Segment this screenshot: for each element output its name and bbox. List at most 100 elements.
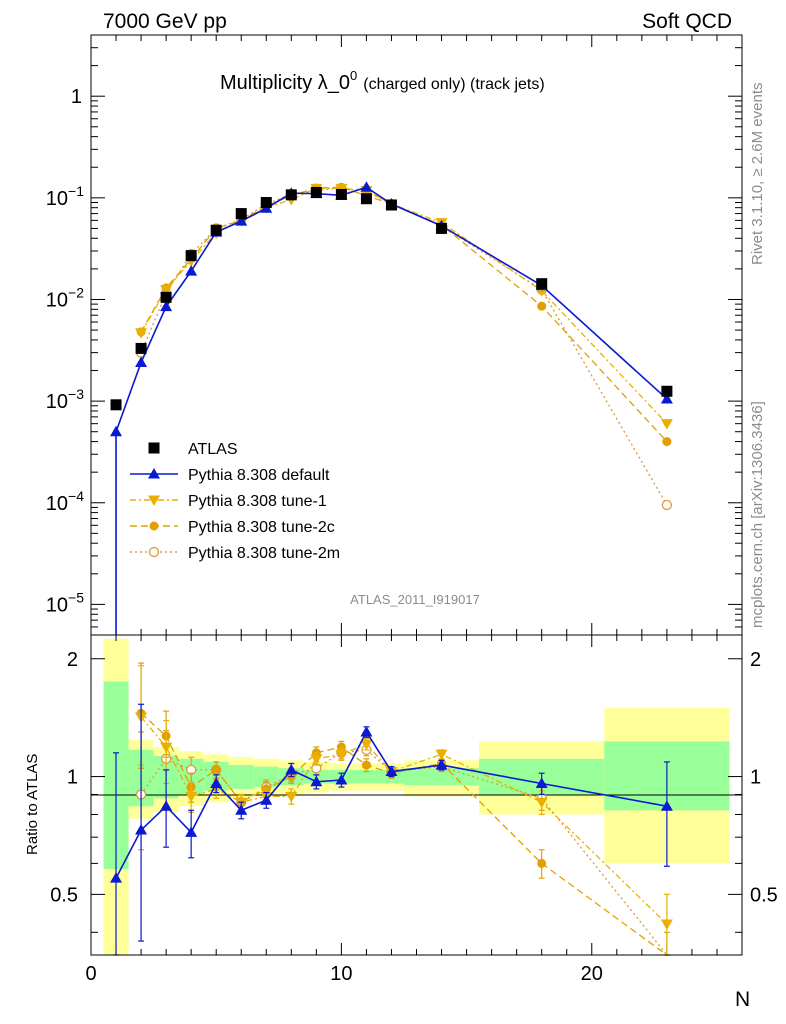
legend-label: ATLAS [188, 441, 238, 458]
ratio-series-point [335, 749, 348, 761]
chart-title: Multiplicity λ_00 (charged only) (track j… [220, 68, 545, 94]
ratio-series-point [360, 739, 373, 751]
atlas-data-point [185, 250, 197, 262]
main-panel-ticks: 110−110−210−310−410−5 [46, 34, 743, 635]
stat-uncertainty-band [403, 768, 480, 786]
main-y-tick-label: 10−2 [46, 284, 84, 311]
legend-marker [148, 546, 160, 558]
legend-label: Pythia 8.308 default [188, 467, 330, 484]
legend-marker [148, 495, 160, 506]
atlas-data-point [335, 188, 347, 200]
main-series-point [660, 419, 673, 430]
ratio-series-point [260, 794, 273, 805]
ratio-y-tick-label: 1 [67, 767, 78, 789]
atlas-data-point [661, 385, 673, 397]
ratio-y-tick-label-right: 2 [750, 649, 761, 671]
legend-label: Pythia 8.308 tune-1 [188, 493, 327, 510]
ratio-series-point [210, 777, 223, 789]
main-series-line [140, 186, 668, 443]
x-tick-label: 0 [85, 963, 96, 985]
ratio-series-point [335, 773, 348, 785]
ratio-series-point [435, 759, 448, 770]
header-energy: 7000 GeV pp [103, 10, 227, 33]
atlas-data-point [260, 196, 272, 208]
main-series-point [360, 181, 373, 192]
tick-base: 10 [46, 188, 68, 210]
chart-title-suffix: (charged only) (track jets) [363, 76, 544, 93]
header-category: Soft QCD [642, 10, 732, 33]
ratio-panel-frame [90, 634, 743, 956]
chart-title-main: Multiplicity λ_0 [220, 72, 350, 94]
ratio-series-point [310, 775, 323, 787]
main-series-point [160, 300, 173, 312]
stat-uncertainty-band [228, 765, 254, 789]
ratio-series-point [537, 858, 547, 868]
ratio-series-line [140, 716, 668, 925]
stat-uncertainty-band [353, 769, 379, 784]
tick-base: 10 [46, 391, 68, 413]
ratio-series-point [660, 919, 673, 931]
tick-exponent: −1 [68, 183, 84, 199]
main-series-line [140, 187, 668, 425]
ratio-series-point [211, 765, 221, 775]
ratio-panel-series [110, 662, 673, 956]
legend-marker [149, 521, 159, 531]
ratio-series-point [135, 824, 148, 835]
ratio-series-point [310, 754, 323, 765]
tick-base: 10 [46, 289, 68, 311]
main-series-line [115, 186, 668, 635]
ratio-series-point [360, 725, 373, 737]
atlas-data-point [110, 399, 122, 411]
main-y-tick-label: 10−1 [46, 183, 84, 210]
ratio-series-point [435, 749, 448, 761]
atlas-data-point [385, 199, 397, 211]
stat-uncertainty-band [253, 766, 279, 788]
ratio-series-point [361, 760, 371, 770]
tick-base: 10 [46, 594, 68, 616]
main-series-point [185, 265, 198, 276]
x-tick-label: 10 [330, 963, 352, 985]
main-series-point [160, 285, 173, 296]
atlas-data-point [436, 222, 448, 234]
atlas-data-points [110, 186, 673, 411]
main-series-point [235, 215, 248, 226]
ratio-series-point [535, 797, 548, 809]
legend-label: Pythia 8.308 tune-2m [188, 545, 340, 562]
main-series-point [660, 392, 673, 404]
ratio-uncertainty-bands [103, 638, 730, 955]
main-series-point [661, 499, 673, 511]
tick-base: 10 [46, 493, 68, 515]
analysis-watermark: ATLAS_2011_I919017 [350, 592, 480, 607]
x-axis-label: N [735, 988, 750, 1011]
main-series-line [140, 187, 668, 506]
main-series-point [135, 328, 148, 339]
ratio-series-point [385, 765, 398, 777]
chart-title-sup: 0 [350, 68, 357, 83]
atlas-data-point [210, 224, 222, 236]
ratio-series-point [110, 872, 123, 883]
atlas-data-point [235, 208, 247, 220]
ratio-y-tick-label: 0.5 [50, 884, 78, 906]
ratio-series-point [185, 791, 198, 803]
main-series-point [537, 301, 547, 311]
tick-exponent: −3 [68, 386, 84, 402]
legend: ATLAS Pythia 8.308 default Pythia 8.308 tu… [130, 441, 340, 562]
atlas-data-point [536, 278, 548, 290]
ratio-series-point [285, 763, 298, 775]
ratio-series-point [185, 826, 198, 837]
ratio-y-axis-label: Ratio to ATLAS [24, 754, 41, 855]
atlas-data-point [310, 186, 322, 198]
main-series-point [110, 425, 123, 437]
ratio-y-tick-label: 2 [67, 649, 78, 671]
atlas-data-point [160, 291, 172, 303]
tick-exponent: −5 [68, 589, 84, 605]
main-panel-series [110, 181, 673, 635]
main-series-point [135, 356, 148, 367]
atlas-data-point [135, 342, 147, 354]
ratio-series-point [660, 800, 673, 811]
main-y-tick-label: 10−5 [46, 589, 84, 616]
legend-marker [148, 442, 160, 454]
atlas-data-point [285, 189, 297, 201]
x-tick-label: 20 [581, 963, 603, 985]
